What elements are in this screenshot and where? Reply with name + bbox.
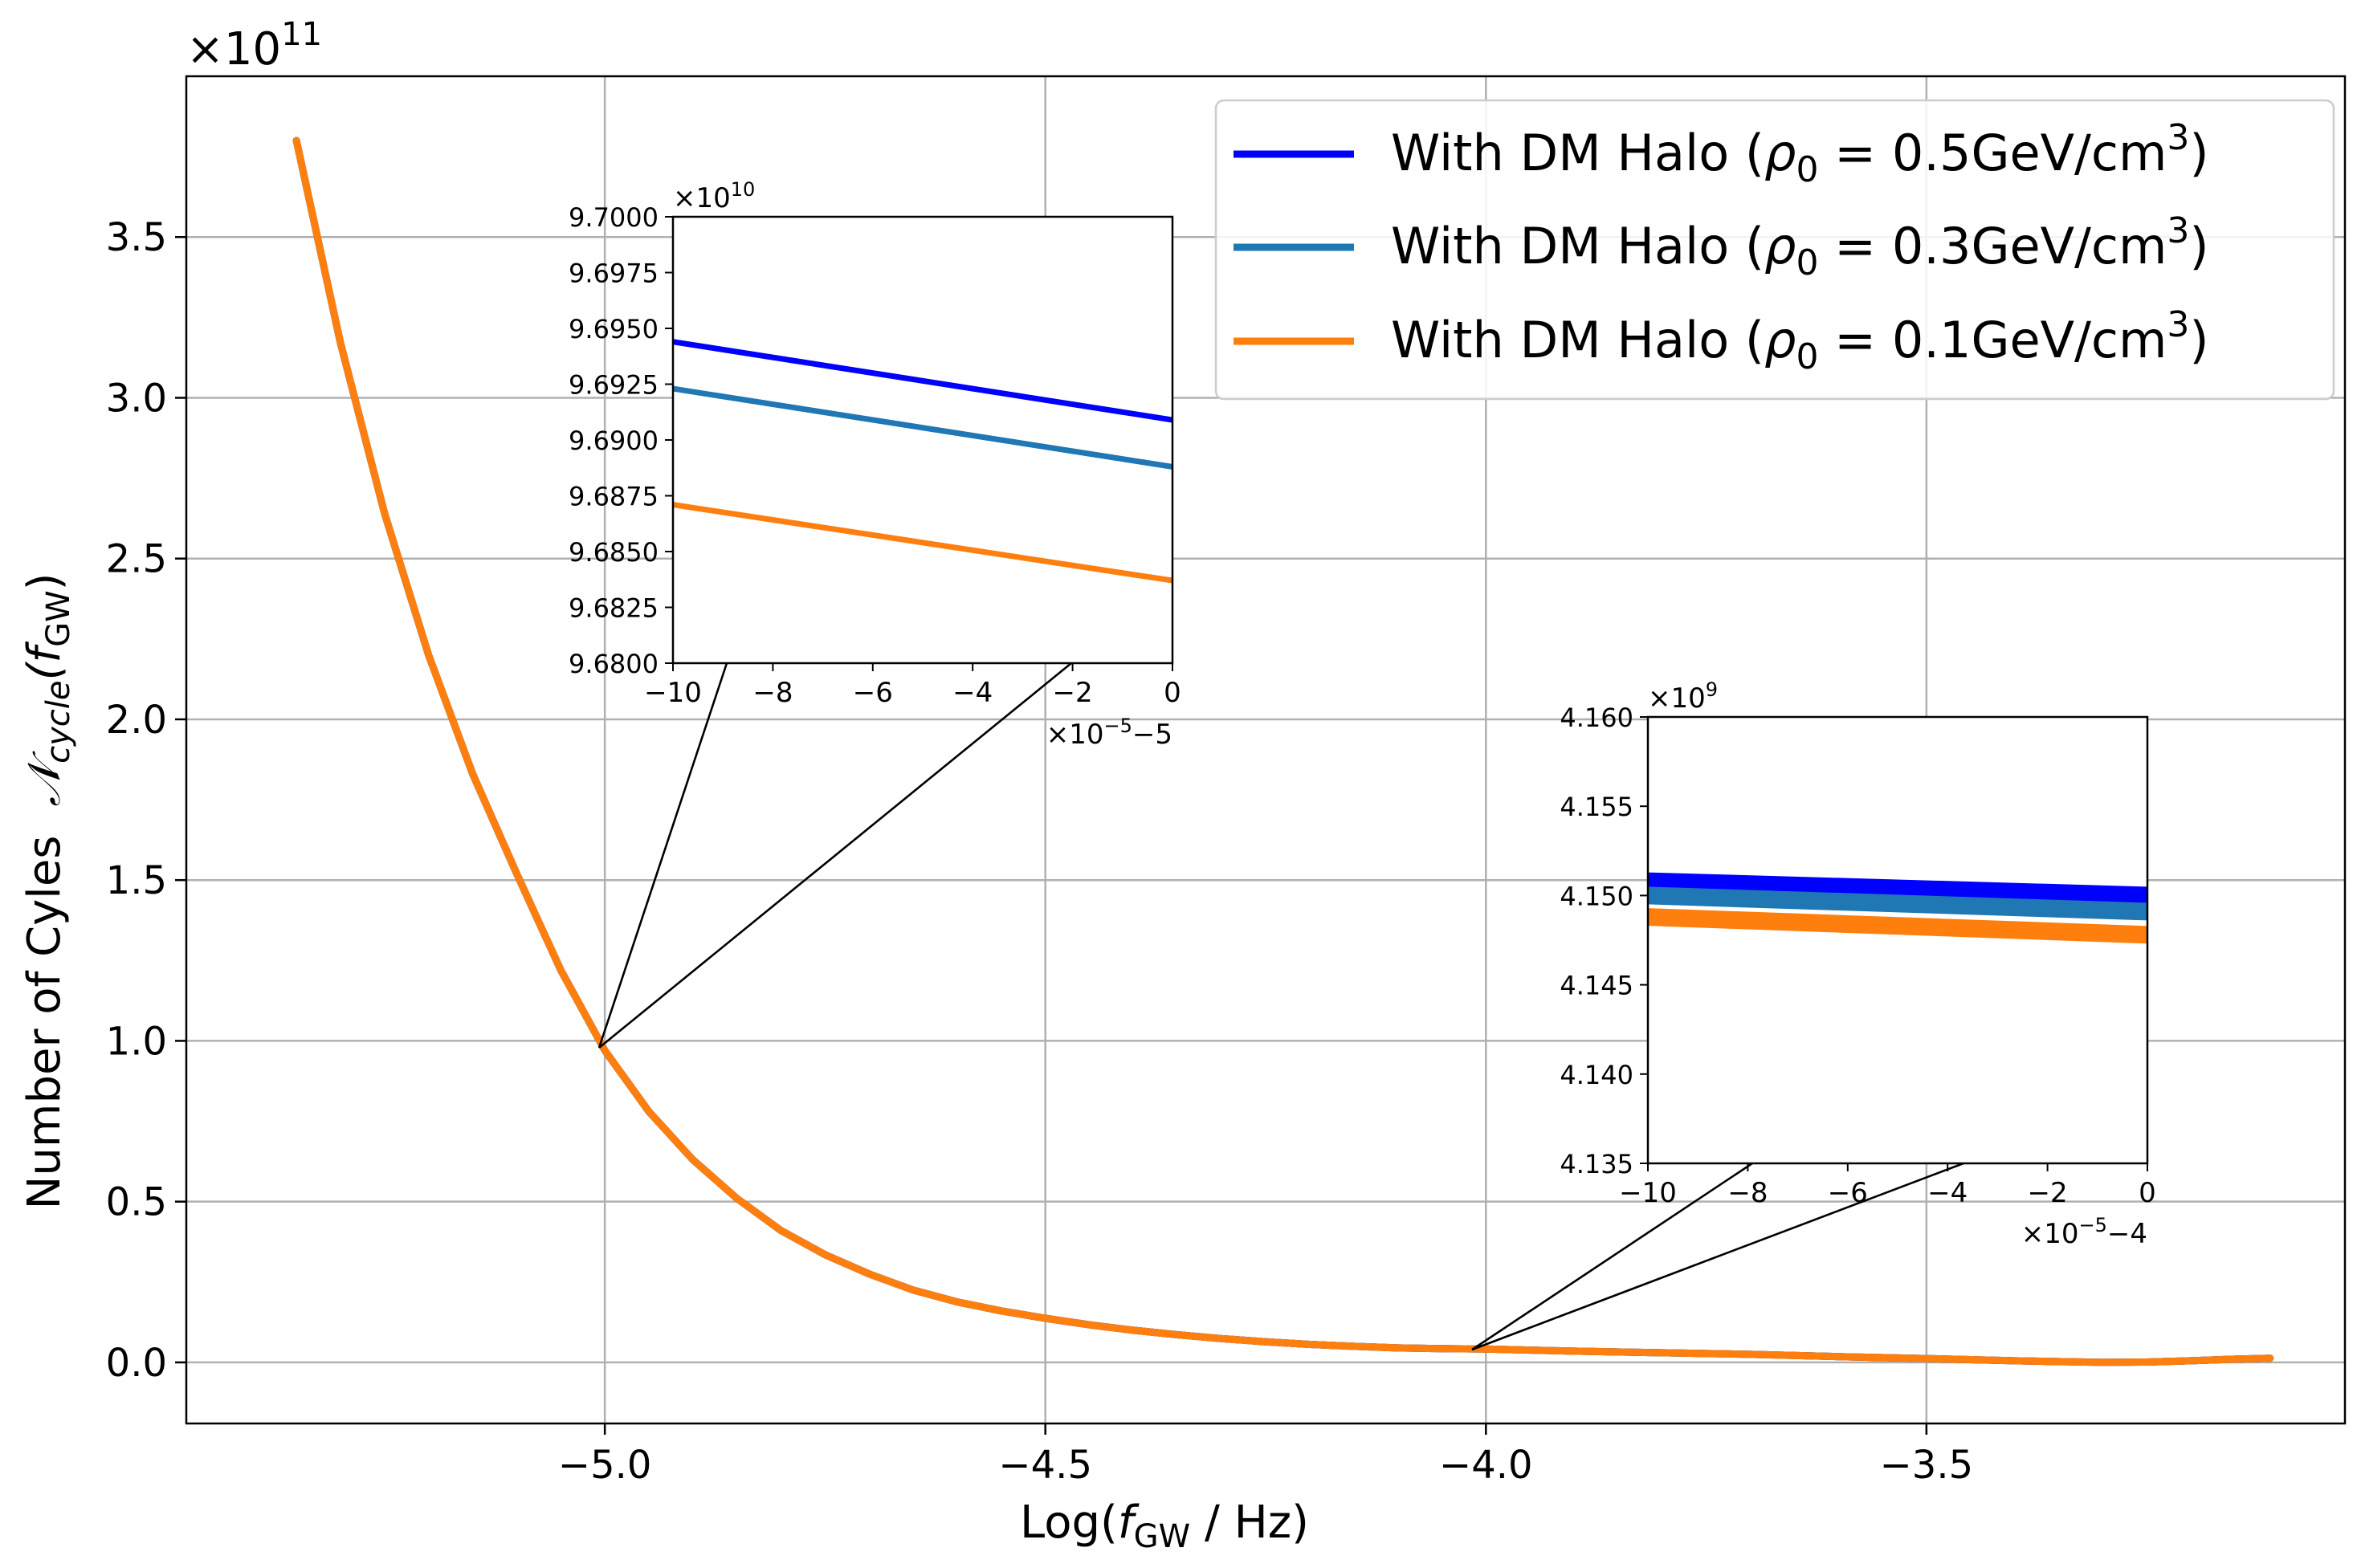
inset-2-y-offset: ×109 xyxy=(1648,678,1718,715)
legend-label-2: With DM Halo (ρ0 = 0.1GeV/cm3) xyxy=(1391,304,2209,377)
inset-2-x-tick-label: 0 xyxy=(2139,1177,2156,1209)
inset-1-series-line-0 xyxy=(673,339,1172,423)
main-x-axis-label: Log(fGW / Hz) xyxy=(1020,1497,1309,1555)
inset-1-y-tick-label: 9.6975 xyxy=(569,259,659,289)
inset-2-x-tick-label: −10 xyxy=(1619,1177,1677,1209)
main-y-tick-label: 0.0 xyxy=(106,1341,167,1386)
main-series xyxy=(292,136,2274,1366)
inset-2-y-tick-label: 4.160 xyxy=(1560,703,1633,733)
inset-1-y-tick-label: 9.6850 xyxy=(569,537,659,568)
main-y-tick-label: 1.0 xyxy=(106,1019,167,1064)
inset-1-x-ticks: −10 −8 −6 −4 −2 0 xyxy=(644,663,1181,709)
inset-1-series-line-1 xyxy=(673,385,1172,470)
inset-1-x-tick-label: 0 xyxy=(1164,677,1181,709)
main-y-ticks: 0.0 0.5 1.0 1.5 2.0 2.5 3.0 3.5 xyxy=(106,215,186,1386)
inset-1-y-tick-label: 9.6825 xyxy=(569,593,659,624)
main-y-tick-label: 2.0 xyxy=(106,698,167,743)
main-y-tick-label: 1.5 xyxy=(106,858,167,903)
inset-2-frame xyxy=(1646,715,2149,1165)
legend: With DM Halo (ρ0 = 0.5GeV/cm3) With DM H… xyxy=(1214,99,2335,401)
zoom-connectors xyxy=(597,662,1964,1351)
main-x-ticks: −5.0 −4.5 −4.0 −3.5 xyxy=(558,1423,1973,1488)
main-x-tick-label: −3.5 xyxy=(1880,1443,1974,1488)
inset-2-y-tick-label: 4.140 xyxy=(1560,1060,1633,1090)
legend-label-1: With DM Halo (ρ0 = 0.3GeV/cm3) xyxy=(1391,210,2209,283)
main-x-tick-label: −4.5 xyxy=(998,1443,1092,1488)
inset-1-y-tick-label: 9.6875 xyxy=(569,482,659,512)
inset-2-x-tick-label: −6 xyxy=(1828,1177,1868,1209)
main-plot-frame xyxy=(185,75,2347,1425)
inset-1: −10 −8 −6 −4 −2 0 9.68009.68259.68509.68759.6… xyxy=(569,178,1181,751)
inset-1-x-offset: ×10−5−5 xyxy=(1046,715,1172,751)
inset-1-background xyxy=(673,217,1172,663)
inset-2-y-tick-label: 4.155 xyxy=(1560,792,1633,822)
inset-1-x-tick-label: −6 xyxy=(853,677,893,709)
inset-2: −10 −8 −6 −4 −2 0 4.1354.1404.1454.1504.1554.… xyxy=(1560,678,2155,1250)
inset-2-y-tick-label: 4.135 xyxy=(1560,1149,1633,1179)
inset-2-y-tick-label: 4.145 xyxy=(1560,971,1633,1001)
inset-1-x-tick-label: −8 xyxy=(752,677,793,709)
inset-1-y-tick-label: 9.6950 xyxy=(569,314,659,344)
inset-2-x-tick-label: −2 xyxy=(2028,1177,2068,1209)
inset-1-y-tick-label: 9.6925 xyxy=(569,370,659,401)
connector-inset2-right xyxy=(1471,1162,1964,1351)
main-y-offset: ×1011 xyxy=(186,16,322,75)
main-y-tick-label: 3.0 xyxy=(106,376,167,421)
main-y-tick-label: 2.5 xyxy=(106,537,167,582)
inset-1-y-tick-label: 9.6900 xyxy=(569,426,659,456)
inset-2-x-offset: ×10−5−4 xyxy=(2021,1214,2147,1250)
legend-label-0: With DM Halo (ρ0 = 0.5GeV/cm3) xyxy=(1391,117,2209,190)
inset-2-y-ticks: 4.135 4.140 4.145 4.150 4.155 4.160 xyxy=(1560,703,1648,1179)
connector-inset1-right xyxy=(598,662,1072,1049)
main-y-axis-label: Number of Cyles𝒩cycle(fGW) xyxy=(18,573,77,1210)
inset-2-y-tick-label: 4.150 xyxy=(1560,881,1633,911)
main-y-tick-label: 0.5 xyxy=(106,1180,167,1225)
inset-1-y-tick-label: 9.7000 xyxy=(569,202,659,233)
inset-1-x-tick-label: −2 xyxy=(1053,677,1093,709)
main-series-line-2 xyxy=(292,136,2274,1366)
legend-frame xyxy=(1214,99,2335,401)
main-x-tick-label: −4.0 xyxy=(1439,1443,1533,1488)
main-y-tick-label: 3.5 xyxy=(106,215,167,260)
inset-2-x-tick-label: −4 xyxy=(1927,1177,1968,1209)
inset-2-series xyxy=(1648,872,2147,944)
connector-inset1-left xyxy=(597,662,728,1049)
inset-2-x-ticks: −10 −8 −6 −4 −2 0 xyxy=(1619,1163,2156,1209)
connector-inset2-left xyxy=(1471,1162,1753,1351)
inset-2-series-line-2 xyxy=(1648,908,2147,944)
main-x-tick-label: −5.0 xyxy=(558,1443,652,1488)
inset-2-series-line-1 xyxy=(1648,886,2147,921)
inset-1-series-line-2 xyxy=(673,502,1172,584)
inset-2-series-line-0 xyxy=(1648,872,2147,905)
inset-1-y-offset: ×1010 xyxy=(673,178,755,214)
inset-1-x-tick-label: −4 xyxy=(952,677,993,709)
inset-1-series xyxy=(673,339,1172,584)
inset-1-y-ticks: 9.6800 9.6825 9.6850 9.6875 9.6900 9.6925 9.69… xyxy=(569,202,673,679)
inset-2-x-tick-label: −8 xyxy=(1727,1177,1768,1209)
inset-1-y-tick-label: 9.6800 xyxy=(569,649,659,679)
inset-1-x-tick-label: −10 xyxy=(644,677,702,709)
